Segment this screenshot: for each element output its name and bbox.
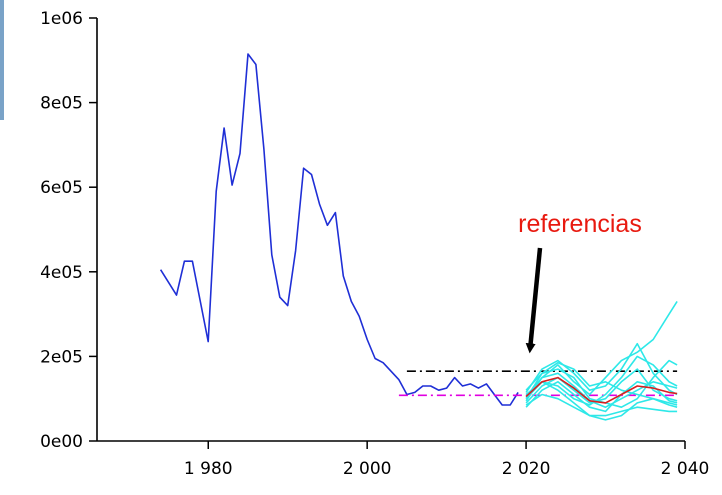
series-line-8 bbox=[525, 368, 678, 404]
series-line-3 bbox=[525, 300, 678, 402]
x-tick-label: 2 040 bbox=[661, 459, 710, 479]
annotation-arrow bbox=[525, 247, 543, 354]
series-line-9 bbox=[525, 372, 678, 408]
x-ticks: 1 980 2 000 2 020 2 040 bbox=[184, 441, 709, 479]
series-line-12 bbox=[525, 361, 678, 406]
annotation-label: referencias bbox=[518, 210, 642, 238]
series-line-13 bbox=[525, 376, 678, 404]
series-line-4 bbox=[525, 342, 678, 396]
y-tick-label: 1e06 bbox=[40, 9, 83, 29]
x-tick-label: 2 020 bbox=[502, 459, 551, 479]
left-edge-accent bbox=[0, 0, 4, 120]
series-line-11 bbox=[525, 393, 678, 417]
x-tick-label: 1 980 bbox=[184, 459, 233, 479]
y-tick-label: 0e00 bbox=[40, 432, 83, 452]
y-tick-label: 4e05 bbox=[40, 263, 83, 283]
series-line-0 bbox=[159, 53, 519, 406]
plot-area: 0e00 2e05 4e05 6e05 8e05 1e06 1 980 2 000 2 020… bbox=[40, 9, 709, 479]
y-tick-label: 2e05 bbox=[40, 347, 83, 367]
series-line-10 bbox=[525, 355, 678, 406]
series-layer bbox=[159, 53, 678, 421]
annotation-layer: referencias bbox=[518, 210, 642, 354]
y-ticks: 0e00 2e05 4e05 6e05 8e05 1e06 bbox=[40, 9, 97, 452]
x-tick-label: 2 000 bbox=[343, 459, 392, 479]
y-tick-label: 6e05 bbox=[40, 178, 83, 198]
y-tick-label: 8e05 bbox=[40, 94, 83, 114]
